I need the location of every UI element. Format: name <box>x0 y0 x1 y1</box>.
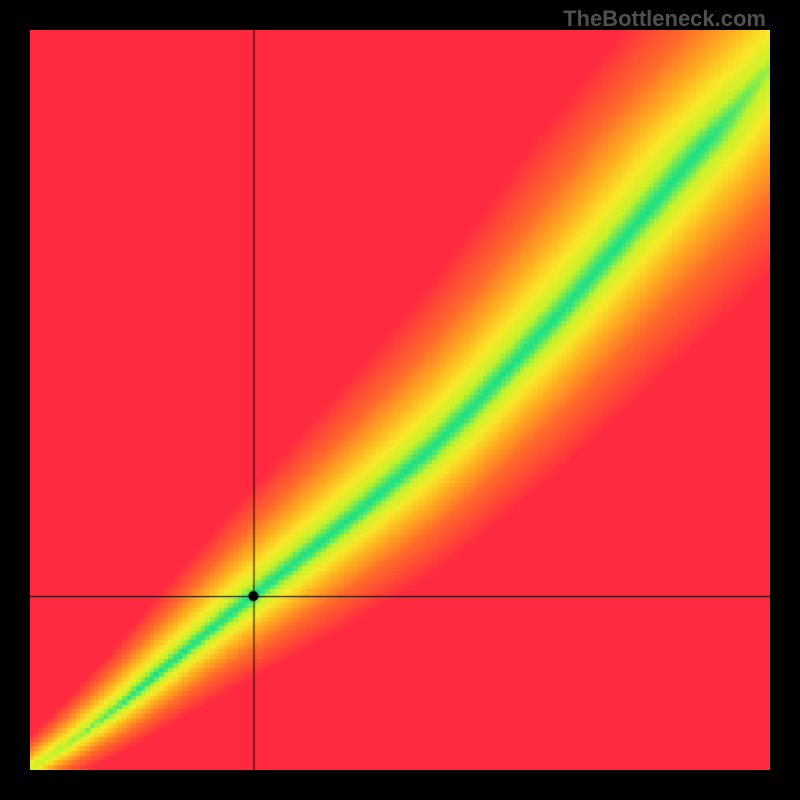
heatmap-plot <box>30 30 770 770</box>
heatmap-canvas <box>30 30 770 770</box>
watermark-text: TheBottleneck.com <box>563 6 766 32</box>
